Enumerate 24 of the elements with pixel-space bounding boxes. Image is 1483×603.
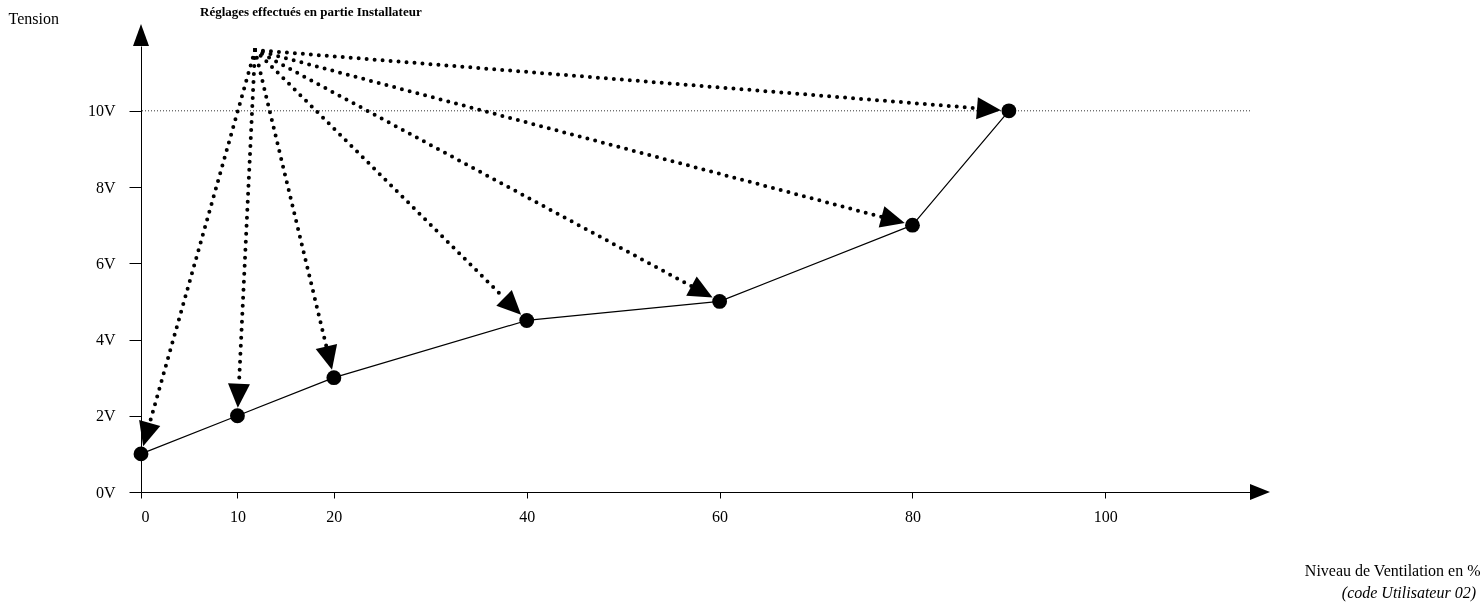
y-tick-label: 10V [87,102,116,120]
point [1001,103,1017,119]
y-tick-label: 0V [95,483,116,501]
text: (code Utilisateur 02) [1341,584,1476,602]
point [519,313,535,328]
x-tick-label: 100 [1093,507,1118,525]
x-tick-label: 10 [229,507,246,525]
x-tick-label: 60 [712,507,729,525]
point [905,217,920,233]
chart-title: Réglages effectués en partie Installateur [200,4,422,19]
point [133,446,149,462]
x-tick-label: 0 [141,507,150,525]
y-tick-label: 2V [95,407,116,425]
y-tick-label: 6V [95,254,116,272]
point [326,370,342,386]
x-tick-label: 80 [904,507,921,525]
y-tick-label: 4V [95,331,116,349]
y-axis-title: Tension [8,9,59,27]
x-tick-label: 40 [519,507,536,525]
point [230,408,245,424]
y-tick-label: 8V [95,178,116,196]
x-tick-label: 20 [326,507,343,525]
x-axis-title: Niveau de Ventilation en % [1304,561,1481,579]
point [712,294,728,309]
